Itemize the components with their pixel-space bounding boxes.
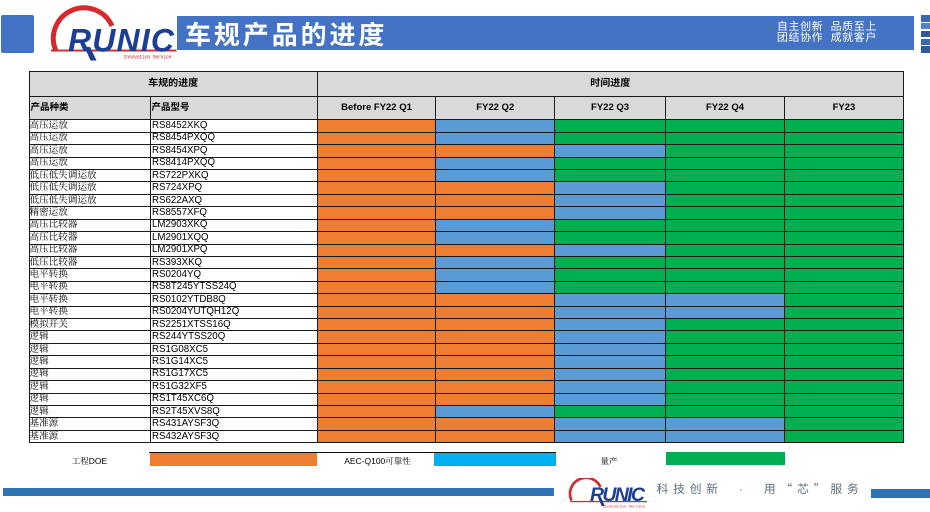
svg-text:RUNIC: RUNIC [68,23,175,59]
svg-text:Innovation Service: Innovation Service [603,505,646,510]
svg-text:Innovation Service: Innovation Service [124,54,172,60]
svg-text:RUNIC: RUNIC [590,484,646,506]
